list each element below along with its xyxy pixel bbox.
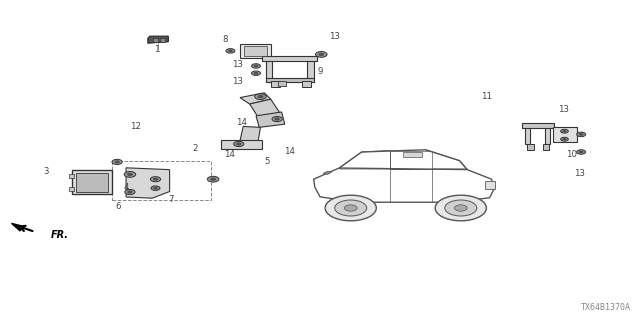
Circle shape	[254, 65, 258, 67]
Text: 7: 7	[169, 196, 174, 204]
Text: 13: 13	[328, 32, 340, 41]
Polygon shape	[148, 36, 168, 43]
Text: 14: 14	[223, 150, 235, 159]
Circle shape	[258, 95, 263, 98]
Text: 14: 14	[236, 118, 248, 127]
Bar	[302, 81, 311, 87]
Bar	[271, 81, 280, 87]
Circle shape	[335, 200, 367, 216]
Circle shape	[124, 172, 136, 177]
Bar	[244, 46, 267, 56]
Circle shape	[252, 64, 260, 68]
Bar	[160, 38, 165, 42]
Text: 4: 4	[124, 183, 129, 192]
Circle shape	[254, 72, 258, 74]
Bar	[69, 174, 74, 179]
Circle shape	[579, 133, 583, 135]
Text: 8: 8	[223, 36, 228, 44]
Text: 11: 11	[481, 92, 492, 101]
Circle shape	[211, 178, 216, 180]
Circle shape	[563, 130, 566, 132]
Bar	[266, 58, 272, 82]
Circle shape	[319, 53, 324, 56]
Circle shape	[561, 137, 568, 141]
Text: 1: 1	[154, 45, 159, 54]
Bar	[112, 161, 211, 200]
Circle shape	[236, 143, 241, 145]
Circle shape	[563, 138, 566, 140]
Bar	[266, 78, 314, 82]
Circle shape	[153, 178, 158, 180]
Text: 13: 13	[573, 169, 585, 178]
Polygon shape	[12, 223, 24, 231]
Bar	[262, 56, 317, 61]
Text: 2: 2	[193, 144, 198, 153]
Text: 10: 10	[566, 150, 577, 159]
Bar	[403, 152, 422, 157]
Bar	[543, 144, 549, 150]
Bar	[522, 123, 554, 128]
Circle shape	[275, 118, 280, 120]
Circle shape	[127, 173, 132, 176]
Bar	[553, 127, 577, 142]
Circle shape	[454, 205, 467, 211]
Bar	[76, 173, 108, 192]
Text: 13: 13	[232, 77, 243, 86]
Text: FR.: FR.	[51, 229, 69, 240]
Polygon shape	[126, 168, 170, 198]
Polygon shape	[323, 171, 332, 174]
Text: 3: 3	[44, 167, 49, 176]
Text: 5: 5	[265, 157, 270, 166]
Circle shape	[151, 186, 160, 190]
Bar	[545, 124, 550, 144]
Bar	[525, 124, 530, 144]
Bar	[307, 58, 314, 82]
Circle shape	[115, 161, 120, 163]
Polygon shape	[240, 93, 271, 104]
Circle shape	[577, 132, 586, 137]
Circle shape	[154, 187, 157, 189]
Circle shape	[226, 49, 235, 53]
Circle shape	[325, 195, 376, 221]
Bar	[240, 44, 271, 58]
Polygon shape	[256, 112, 285, 127]
Circle shape	[252, 71, 260, 76]
Circle shape	[344, 205, 357, 211]
Bar	[527, 144, 534, 150]
Polygon shape	[250, 99, 280, 117]
Circle shape	[561, 129, 568, 133]
Bar	[69, 187, 74, 191]
Circle shape	[577, 150, 586, 154]
Circle shape	[228, 50, 232, 52]
Bar	[72, 170, 112, 194]
Circle shape	[272, 116, 282, 122]
Bar	[278, 81, 286, 86]
Text: 6: 6	[116, 202, 121, 211]
Text: 12: 12	[130, 122, 141, 131]
Circle shape	[255, 94, 266, 100]
Text: TX64B1370A: TX64B1370A	[580, 303, 630, 312]
Circle shape	[127, 191, 132, 193]
Circle shape	[150, 177, 161, 182]
Circle shape	[125, 189, 135, 195]
Text: 14: 14	[284, 148, 295, 156]
Polygon shape	[240, 126, 260, 142]
Text: 9: 9	[317, 67, 323, 76]
Circle shape	[579, 151, 583, 153]
Circle shape	[435, 195, 486, 221]
Text: 13: 13	[557, 105, 569, 114]
Polygon shape	[221, 140, 262, 149]
Bar	[390, 151, 432, 169]
Text: 13: 13	[232, 60, 243, 69]
Circle shape	[112, 159, 122, 164]
Circle shape	[234, 141, 244, 147]
Bar	[485, 181, 495, 189]
Circle shape	[445, 200, 477, 216]
Circle shape	[316, 52, 327, 57]
Circle shape	[207, 176, 219, 182]
Bar	[153, 38, 158, 42]
